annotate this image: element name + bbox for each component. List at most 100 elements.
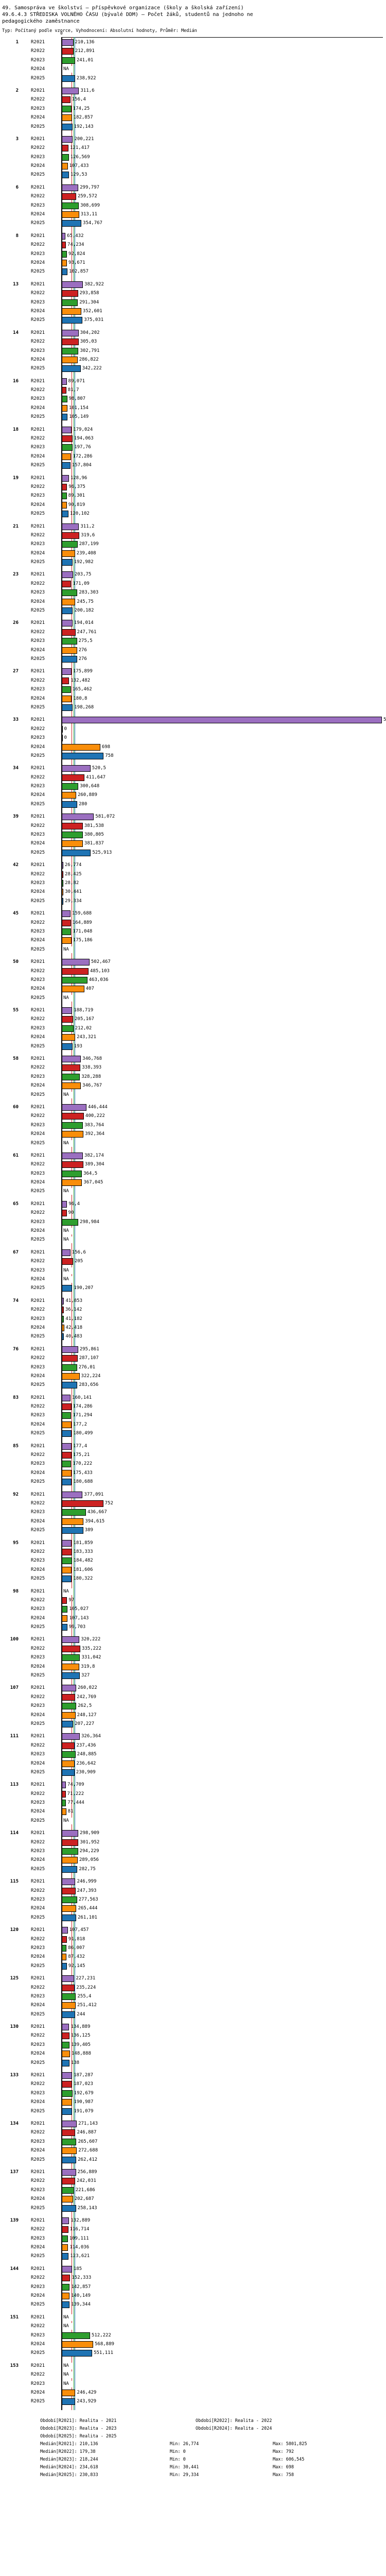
bar-row[interactable]: R2025 NA <box>0 945 386 954</box>
bar[interactable] <box>62 1258 73 1265</box>
bar[interactable] <box>62 396 67 403</box>
bar-row[interactable]: R2022 194,063 <box>0 434 386 443</box>
bar-row[interactable]: 130 R2021 134,889 <box>0 2023 386 2031</box>
bar[interactable] <box>62 559 73 566</box>
bar[interactable] <box>62 2120 77 2127</box>
bar[interactable] <box>62 792 76 799</box>
bar[interactable] <box>62 1645 80 1652</box>
bar-row[interactable]: R2024 407 <box>0 985 386 993</box>
bar-row[interactable]: 34 R2021 520,5 <box>0 764 386 773</box>
bar[interactable] <box>62 163 68 170</box>
bar-row[interactable]: 114 R2021 298,909 <box>0 1829 386 1838</box>
bar[interactable] <box>62 1412 72 1419</box>
bar[interactable] <box>62 1839 79 1846</box>
bar[interactable] <box>62 1016 73 1023</box>
bar[interactable] <box>62 743 100 751</box>
bar-row[interactable]: 133 R2021 187,287 <box>0 2071 386 2080</box>
bar[interactable] <box>62 968 89 975</box>
bar[interactable] <box>62 387 66 394</box>
bar-row[interactable]: R2023 302,791 <box>0 347 386 355</box>
bar-row[interactable]: R2024 181,606 <box>0 1566 386 1574</box>
bar[interactable] <box>62 2156 77 2163</box>
bar-row[interactable]: R2025 180,322 <box>0 1574 386 1583</box>
bar-row[interactable]: R2025 389 <box>0 1526 386 1535</box>
bar[interactable] <box>62 329 79 336</box>
bar-row[interactable]: R2022 152,333 <box>0 2274 386 2282</box>
bar-row[interactable]: R2022 36,142 <box>0 1306 386 1314</box>
bar-row[interactable]: R2025 40,483 <box>0 1332 386 1341</box>
bar-row[interactable]: R2025 129,53 <box>0 171 386 179</box>
bar-row[interactable]: R2023 41,182 <box>0 1315 386 1324</box>
bar[interactable] <box>62 840 83 848</box>
bar-row[interactable]: R2023 171,048 <box>0 927 386 936</box>
bar[interactable] <box>62 39 74 46</box>
bar-row[interactable]: R2024 101,154 <box>0 404 386 413</box>
bar-row[interactable]: R2024 140,149 <box>0 2292 386 2300</box>
bar-row[interactable]: R2025 NA <box>0 1817 386 1825</box>
bar[interactable] <box>62 2332 90 2339</box>
bar-row[interactable]: R2024 272,688 <box>0 2146 386 2155</box>
bar[interactable] <box>62 1170 82 1177</box>
bar-row[interactable]: R2025 243,929 <box>0 2397 386 2406</box>
bar[interactable] <box>62 1131 84 1138</box>
bar[interactable] <box>62 75 75 82</box>
bar[interactable] <box>62 1720 74 1727</box>
bar-row[interactable]: R2025 262,412 <box>0 2156 386 2164</box>
bar-row[interactable]: R2025 123,621 <box>0 2252 386 2261</box>
bar[interactable] <box>62 2168 76 2176</box>
bar[interactable] <box>62 501 67 509</box>
bar[interactable] <box>62 1557 72 1565</box>
bar-row[interactable]: R2023 383,764 <box>0 1121 386 1130</box>
bar-row[interactable]: 2 R2021 311,6 <box>0 87 386 95</box>
bar-row[interactable]: R2024 175,186 <box>0 936 386 945</box>
bar[interactable] <box>62 1615 68 1622</box>
bar-row[interactable]: 83 R2021 160,141 <box>0 1394 386 1402</box>
bar-row[interactable]: R2025 NA <box>0 1187 386 1196</box>
bar[interactable] <box>62 677 69 684</box>
bar[interactable] <box>62 695 72 702</box>
bar[interactable] <box>62 48 74 55</box>
bar[interactable] <box>62 571 73 579</box>
bar-row[interactable]: R2022 74,234 <box>0 241 386 249</box>
bar[interactable] <box>62 2283 70 2291</box>
bar[interactable] <box>62 1104 86 1111</box>
bar-row[interactable]: R2024 243,321 <box>0 1033 386 1042</box>
bar-row[interactable]: R2025 758 <box>0 752 386 760</box>
bar-row[interactable]: R2022 246,887 <box>0 2128 386 2137</box>
bar-row[interactable]: R2023 248,885 <box>0 1750 386 1759</box>
bar[interactable] <box>62 1693 76 1701</box>
bar-row[interactable]: R2024 251,412 <box>0 2001 386 2010</box>
bar[interactable] <box>62 1751 76 1758</box>
bar[interactable] <box>62 1636 80 1643</box>
bar-row[interactable]: 65 R2021 96,4 <box>0 1200 386 1209</box>
bar-row[interactable]: R2023 255,4 <box>0 1992 386 2001</box>
bar[interactable] <box>62 511 68 518</box>
bar-row[interactable]: R2022 259,572 <box>0 192 386 201</box>
bar-row[interactable]: R2024 246,429 <box>0 2388 386 2397</box>
bar[interactable] <box>62 2196 73 2203</box>
bar[interactable] <box>62 1878 76 1886</box>
bar-row[interactable]: R2025 207,227 <box>0 1720 386 1728</box>
bar-row[interactable]: 55 R2021 188,719 <box>0 1006 386 1015</box>
bar-row[interactable]: R2022 NA <box>0 2370 386 2379</box>
bar-row[interactable]: 61 R2021 382,174 <box>0 1151 386 1160</box>
bar-row[interactable]: R2025 138 <box>0 2059 386 2067</box>
bar-row[interactable]: R2024 180,8 <box>0 694 386 703</box>
bar-row[interactable]: R2023 89,301 <box>0 492 386 500</box>
bar-row[interactable]: R2022 90 <box>0 1209 386 1217</box>
bar[interactable] <box>62 1249 71 1256</box>
bar[interactable] <box>62 242 66 249</box>
bar[interactable] <box>62 299 78 306</box>
bar[interactable] <box>62 1984 75 1991</box>
bar-row[interactable]: R2024 114,036 <box>0 2243 386 2252</box>
bar-row[interactable]: R2022 305,03 <box>0 337 386 346</box>
bar[interactable] <box>62 2002 76 2009</box>
bar-row[interactable]: 113 R2021 74,709 <box>0 1781 386 1789</box>
bar-row[interactable]: R2023 165,462 <box>0 685 386 694</box>
bar-row[interactable]: R2024 107,433 <box>0 162 386 171</box>
bar[interactable] <box>62 404 67 412</box>
bar-row[interactable]: R2022 247,761 <box>0 628 386 637</box>
bar-row[interactable]: R2024 175,433 <box>0 1469 386 1478</box>
bar[interactable] <box>62 910 71 918</box>
bar-row[interactable]: R2022 335,222 <box>0 1645 386 1653</box>
